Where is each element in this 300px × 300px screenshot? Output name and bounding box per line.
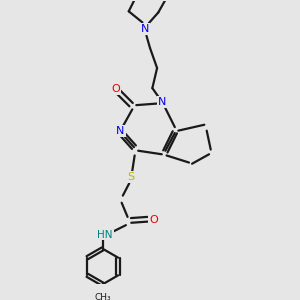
- Text: S: S: [128, 172, 135, 182]
- Text: O: O: [111, 84, 120, 94]
- Text: N: N: [141, 24, 149, 34]
- Text: N: N: [158, 97, 166, 107]
- Text: CH₃: CH₃: [94, 293, 111, 300]
- Text: O: O: [149, 215, 158, 225]
- Text: HN: HN: [98, 230, 113, 240]
- Text: N: N: [116, 126, 125, 136]
